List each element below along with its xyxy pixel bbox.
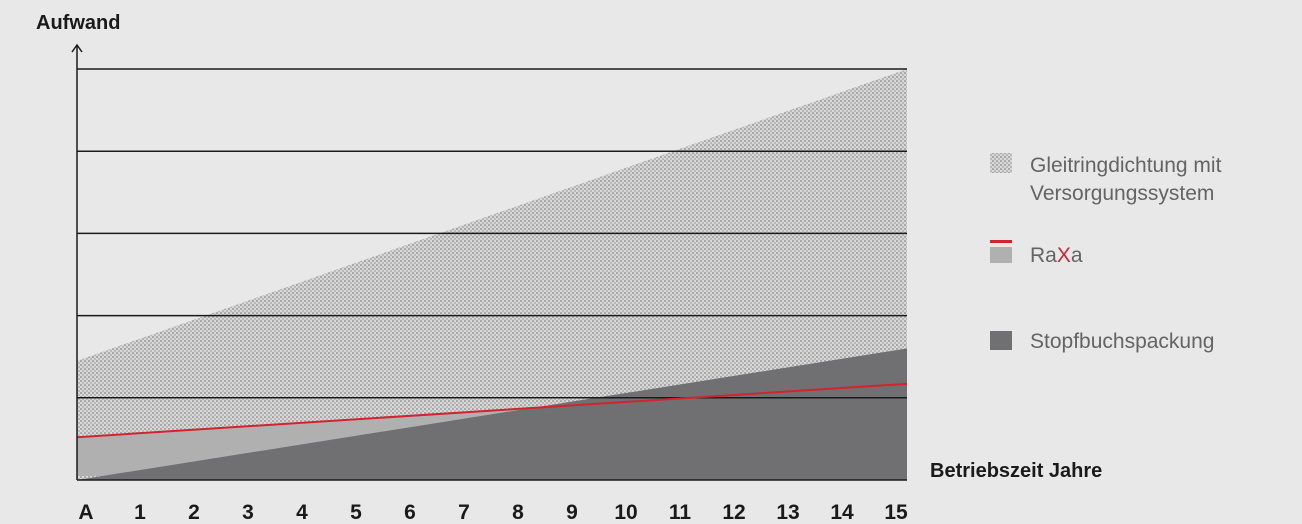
legend-item-raxa: RaXa — [990, 240, 1083, 267]
legend-swatch-gleitringdichtung — [990, 153, 1012, 173]
x-tick-label: 9 — [566, 501, 578, 524]
x-tick-label: 2 — [188, 501, 200, 524]
legend-swatch-stopfbuchspackung — [990, 331, 1012, 350]
axes — [71, 43, 907, 481]
legend-swatch-raxa-area — [990, 247, 1012, 263]
legend-item-stopfbuchspackung: Stopfbuchspackung — [990, 330, 1214, 353]
gridlines — [77, 68, 907, 399]
x-tick-label: 10 — [614, 501, 637, 524]
x-axis-title: Betriebszeit Jahre — [930, 460, 1102, 482]
plot-areas — [77, 69, 907, 480]
x-tick-label: 8 — [512, 501, 524, 524]
series-area-gleitringdichtung — [77, 69, 907, 480]
x-tick-label: 1 — [134, 501, 146, 524]
x-tick-label: 5 — [350, 501, 362, 524]
x-tick-label: 11 — [669, 501, 692, 524]
x-tick-label: 14 — [830, 501, 854, 524]
legend-item-gleitringdichtung: Gleitringdichtung mit Versorgungssystem — [990, 153, 1222, 205]
y-axis-arrow — [71, 43, 83, 53]
x-tick-label: 4 — [296, 501, 308, 524]
legend: Gleitringdichtung mit Versorgungssystem … — [990, 153, 1222, 353]
legend-label-raxa-part3: a — [1071, 244, 1083, 267]
legend-swatch-raxa-line — [990, 240, 1012, 243]
x-tick-label: 6 — [404, 501, 416, 524]
legend-label-raxa-part2: X — [1057, 244, 1071, 267]
x-tick-label: 15 — [884, 501, 908, 524]
series-line-raxa — [76, 382, 908, 439]
x-tick-label: 13 — [776, 501, 799, 524]
legend-label-gleitringdichtung-line1: Gleitringdichtung mit — [1030, 154, 1222, 177]
legend-label-gleitringdichtung-line2: Versorgungssystem — [1030, 182, 1214, 205]
y-axis-title: Aufwand — [36, 12, 120, 34]
legend-label-stopfbuchspackung: Stopfbuchspackung — [1030, 330, 1214, 353]
x-tick-labels: A 1 2 3 4 5 6 7 8 9 10 11 12 13 14 15 — [78, 501, 908, 524]
x-tick-label: 7 — [458, 501, 470, 524]
x-tick-label: A — [78, 501, 93, 524]
x-tick-label: 12 — [722, 501, 745, 524]
series-area-stopfbuchspackung — [77, 348, 907, 480]
legend-label-raxa-part1: Ra — [1030, 244, 1057, 267]
x-tick-label: 3 — [242, 501, 254, 524]
legend-label-raxa: RaXa — [1030, 244, 1083, 267]
